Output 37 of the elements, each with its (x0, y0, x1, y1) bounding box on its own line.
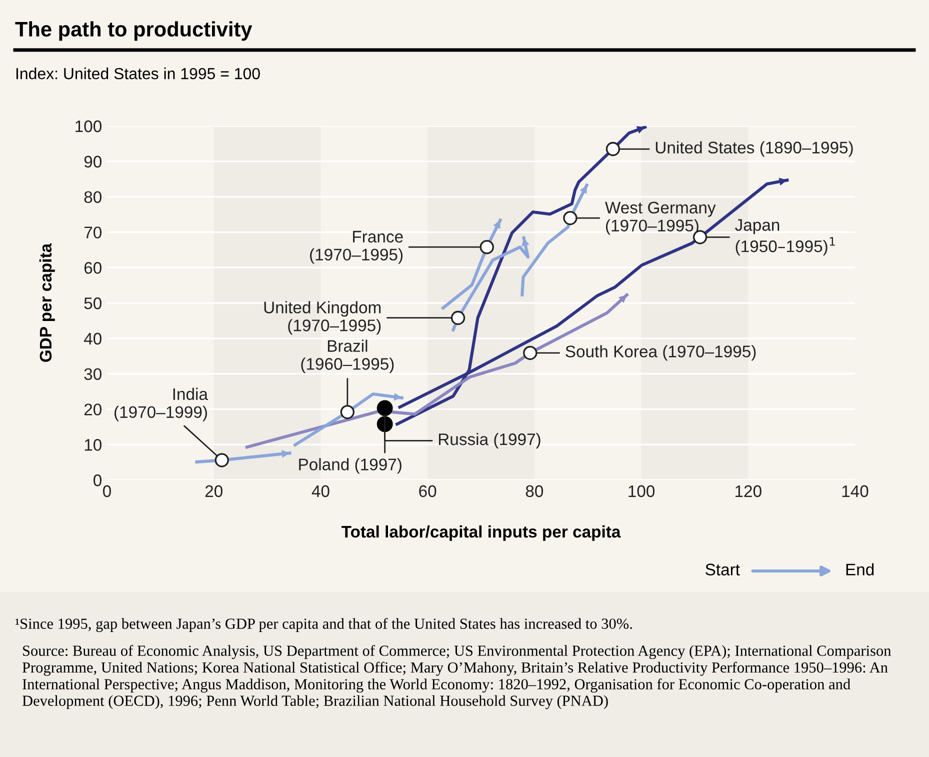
y-tick-label: 50 (84, 297, 102, 310)
chart-title: The path to productivity (15, 21, 252, 41)
x-tick-label: 20 (205, 485, 222, 498)
x-tick-label: 40 (312, 485, 330, 498)
annotation: Japan (1950–1995)$^{1}$ (735, 219, 835, 256)
annotation: India (1970–1999) (114, 388, 208, 422)
y-tick-label: 40 (84, 332, 102, 345)
annotation: Brazil (1960–1995) (301, 340, 394, 374)
annotation: France (1970–1995) (310, 230, 403, 264)
y-tick-label: 60 (84, 262, 102, 274)
annotation: Russia (1997) (438, 432, 540, 448)
annotation: United Kingdom (1970–1995) (264, 301, 381, 335)
y-tick-label: 70 (84, 226, 102, 238)
source-note: Source: Bureau of Economic Analysis, US Department of Commerce; US Environmental Protection Agency (EPA); International Comparison Programme, United Nations; Korea National Statistical Office; Mary O’Mahony, Britain’s Relative Productivity Performance 1950–1996: An International Perspective; Angus Maddison, Monitoring the World Economy: 1820–1992, Organisation for Economic Co-operation and Development (OECD), 1996; Penn World Table; Brazilian National Household Survey (PNAD) (22, 645, 892, 710)
annotation: South Korea (1970–1995) (566, 345, 756, 361)
x-tick-label: 100 (628, 485, 655, 498)
x-tick-label: 0 (103, 485, 111, 498)
y-tick-label: 90 (84, 156, 102, 168)
y-tick-label: 100 (76, 120, 102, 132)
x-tick-label: 140 (842, 485, 868, 498)
x-tick-label: 120 (736, 485, 762, 498)
x-tick-label: 80 (526, 485, 544, 498)
y-tick-label: 30 (84, 368, 102, 380)
y-tick-label: 80 (84, 191, 102, 204)
text: Start (706, 564, 740, 576)
y-tick-label: 0 (94, 474, 102, 486)
text: End (846, 563, 874, 576)
x-axis-title: Total labor/capital inputs per capita (342, 525, 621, 541)
annotation: United States (1890–1995) (656, 141, 853, 157)
y-tick-label: 10 (84, 439, 102, 451)
y-tick-label: 20 (84, 404, 102, 416)
y-axis-title: GDP per capita (39, 243, 55, 362)
annotation: West Germany (1970–1995) (605, 202, 716, 235)
chart-subtitle: Index: United States in 1995 = 100 (16, 68, 260, 80)
text: ¹Since 1995, gap between Japan’s GDP per capita and that of the United States has increased to 30%. (15, 618, 632, 632)
x-tick-label: 60 (419, 485, 436, 498)
annotation: Poland (1997) (299, 458, 402, 474)
